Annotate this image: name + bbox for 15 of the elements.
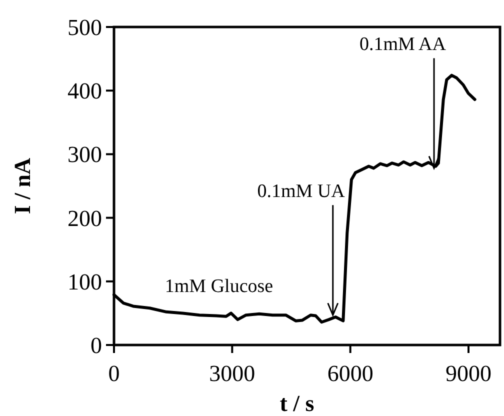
y-tick-label: 300 bbox=[68, 142, 102, 168]
x-tick-label: 3000 bbox=[209, 361, 256, 386]
annotation: 0.1mM AA bbox=[359, 34, 446, 56]
x-tick-label: 6000 bbox=[327, 361, 374, 386]
annotation: 0.1mM UA bbox=[257, 181, 346, 202]
y-tick-label: 100 bbox=[68, 269, 102, 294]
y-tick-label: 200 bbox=[68, 206, 102, 231]
y-tick-label: 0 bbox=[90, 333, 102, 358]
y-tick-label: 500 bbox=[68, 15, 102, 40]
x-axis-title: t / s bbox=[280, 391, 314, 416]
x-tick-label: 9000 bbox=[445, 361, 492, 386]
y-tick-label: 400 bbox=[68, 78, 102, 104]
y-axis-title: I / nA bbox=[10, 157, 35, 214]
annotation: 1mM Glucose bbox=[164, 276, 274, 297]
x-tick-label: 0 bbox=[108, 361, 120, 386]
